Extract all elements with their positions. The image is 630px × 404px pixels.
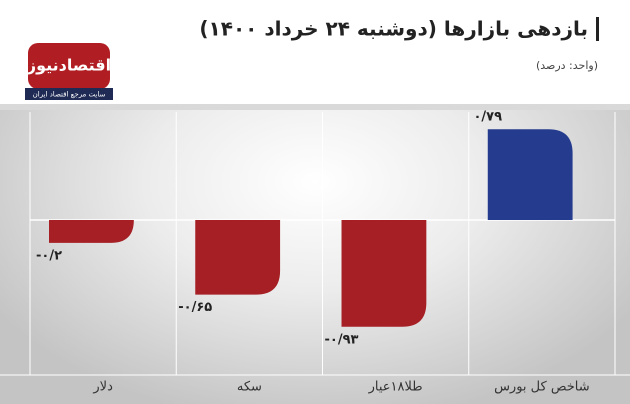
logo <box>28 43 110 89</box>
chart-subtitle: (واحد: درصد) <box>536 59 598 72</box>
x-tick-label: شاخص کل بورس <box>494 380 590 395</box>
value-label: -۰/۹۳ <box>325 332 359 347</box>
x-tick-label: دلار <box>92 380 113 395</box>
x-tick-label: طلا۱۸عیار <box>368 380 423 395</box>
value-label: -۰/۲ <box>36 248 62 263</box>
x-tick-label: سکه <box>237 380 262 395</box>
tagline: سایت مرجع اقتصاد ایران <box>33 91 106 99</box>
bar <box>195 219 281 295</box>
chart-title: بازدهی بازارها (دوشنبه ۲۴ خرداد ۱۴۰۰) <box>199 17 588 41</box>
logo-text: اقتصادنیوز <box>26 56 111 75</box>
bar <box>49 219 134 243</box>
title-bar <box>596 17 599 41</box>
value-label: ۰/۷۹ <box>473 110 502 125</box>
value-label: -۰/۶۵ <box>178 300 212 315</box>
separator <box>0 104 630 110</box>
bar <box>341 219 427 327</box>
bar <box>487 129 573 220</box>
tagline-band <box>25 88 113 100</box>
